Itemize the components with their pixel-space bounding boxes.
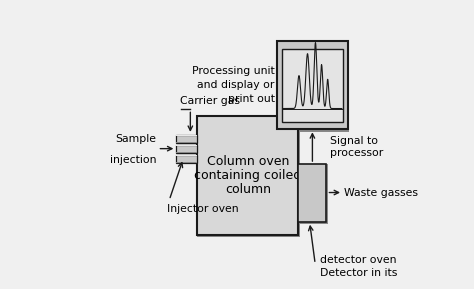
Bar [277, 41, 347, 129]
Bar [197, 235, 298, 237]
Text: processor: processor [330, 148, 383, 158]
Bar [176, 135, 197, 143]
Text: and display or: and display or [198, 80, 275, 90]
Text: Waste gasses: Waste gasses [344, 188, 419, 197]
Bar [176, 142, 197, 143]
Text: Processing unit: Processing unit [192, 66, 275, 76]
Bar [176, 135, 197, 136]
Bar [176, 145, 197, 153]
Text: Injector oven: Injector oven [167, 204, 238, 214]
Text: column: column [225, 183, 271, 196]
Text: containing coiled: containing coiled [194, 169, 301, 182]
Text: print out: print out [228, 94, 275, 104]
Bar [176, 155, 197, 163]
Bar [176, 162, 197, 163]
Bar [282, 49, 343, 122]
Text: detector oven: detector oven [320, 255, 396, 265]
Text: Sample: Sample [116, 134, 156, 144]
Text: Carrier gas: Carrier gas [180, 96, 240, 105]
Bar [347, 41, 349, 131]
Text: Signal to: Signal to [330, 136, 378, 146]
Bar [327, 164, 328, 224]
Bar [197, 116, 298, 235]
Text: Detector in its: Detector in its [320, 268, 397, 278]
Bar [176, 152, 197, 153]
Bar [176, 155, 197, 156]
Bar [277, 130, 347, 131]
Bar [176, 145, 197, 146]
Text: Column oven: Column oven [207, 155, 289, 168]
Bar [298, 164, 327, 222]
Bar [298, 222, 327, 224]
Text: injection: injection [110, 155, 156, 165]
Bar [298, 116, 300, 237]
